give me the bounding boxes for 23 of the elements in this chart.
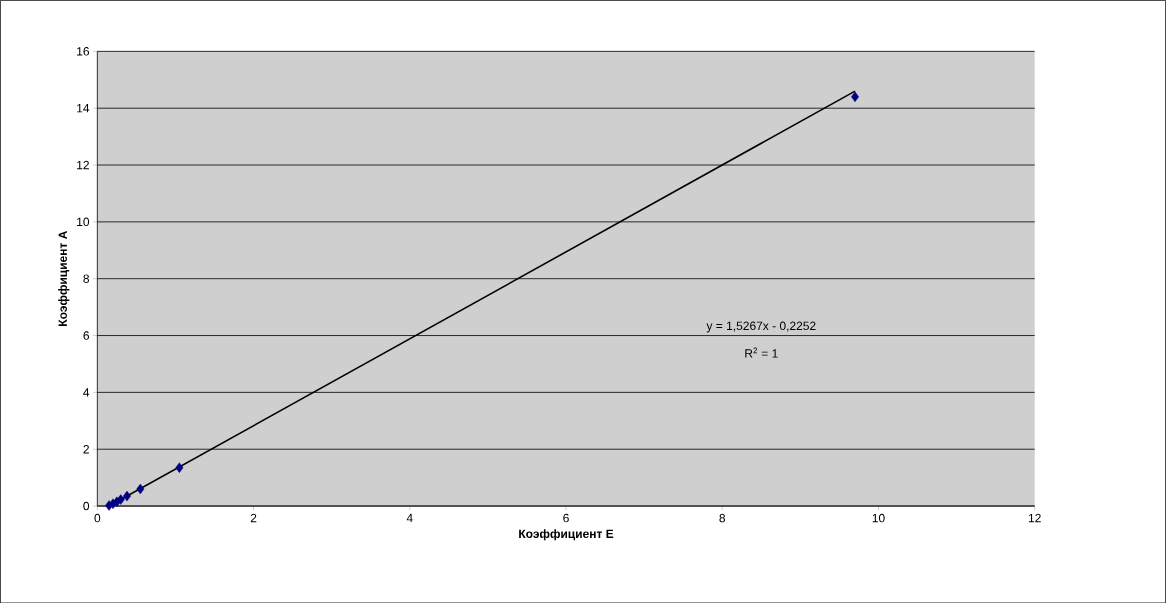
x-tick-label: 8 (719, 513, 726, 523)
y-axis-title: Коэффициент A (58, 230, 70, 326)
y-tick-label: 10 (77, 217, 90, 226)
x-tick-label: 12 (1028, 513, 1041, 523)
annotation: R$^{2}$ = 1 (745, 347, 778, 358)
x-tick-label: 2 (250, 513, 257, 523)
annotation: y = 1,5267x - 0,2252 (706, 321, 816, 333)
x-tick-label: 4 (406, 513, 413, 522)
y-tick-label: 14 (77, 103, 90, 113)
x-tick-label: 6 (563, 513, 569, 523)
point (851, 91, 859, 102)
x-tick-label: 0 (94, 513, 101, 523)
y-tick-label: 6 (83, 331, 90, 340)
y-tick-label: 2 (83, 444, 89, 454)
y-tick-label: 16 (77, 46, 90, 56)
y-tick-label: 12 (77, 160, 89, 170)
point (136, 483, 145, 494)
y-tick-label: 4 (83, 388, 90, 397)
y-tick-label: 8 (83, 274, 90, 283)
x-axis-title: Коэффициент E (519, 529, 614, 541)
y-tick-label: 0 (83, 501, 90, 511)
point (175, 462, 184, 473)
x-tick-label: 10 (872, 513, 885, 523)
